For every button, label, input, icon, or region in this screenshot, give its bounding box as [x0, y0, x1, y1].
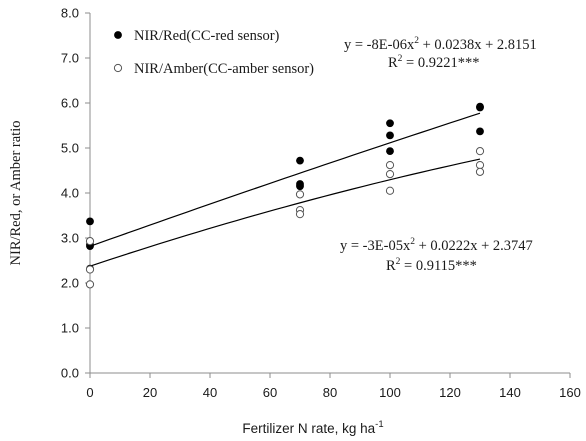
r2-nir-amber: R2 = 0.9115***	[386, 257, 477, 274]
point-nir-amber	[85, 280, 95, 289]
y-tick-label: 8.0	[61, 6, 79, 21]
equation-nir-amber-exp: 2	[410, 237, 415, 247]
r2-nir-amber-rest: = 0.9115***	[400, 258, 477, 274]
x-axis-title-main: Fertilizer N rate, kg ha	[242, 421, 375, 436]
point-nir-amber	[385, 186, 395, 195]
x-tick-label: 40	[203, 385, 217, 400]
trendline-nir-amber	[89, 158, 481, 267]
point-nir-amber	[295, 190, 305, 199]
r2-nir-red-main: R	[388, 55, 398, 71]
point-nir-red	[86, 217, 94, 226]
point-nir-amber	[385, 170, 395, 179]
x-tick-label: 20	[143, 385, 157, 400]
y-tick-label: 0.0	[61, 366, 79, 381]
r2-nir-amber-exp: 2	[396, 257, 401, 267]
x-axis-title: Fertilizer N rate, kg ha-1	[242, 419, 383, 436]
point-nir-red	[386, 131, 394, 140]
x-tick-label: 100	[379, 385, 401, 400]
point-nir-red	[386, 119, 394, 128]
legend: NIR/Red(CC-red sensor) NIR/Amber(CC-ambe…	[113, 28, 314, 77]
x-tick-label: 140	[499, 385, 521, 400]
equation-nir-amber-main: y = -3E-05x	[340, 238, 411, 254]
trendline-nir-red	[89, 112, 481, 247]
y-tick-label: 6.0	[61, 96, 79, 111]
point-nir-red	[476, 127, 484, 136]
point-nir-amber	[295, 210, 305, 219]
point-nir-red	[386, 147, 394, 156]
x-axis-ticks: 0 20 40 60 80 100 120 140 160	[86, 373, 581, 400]
legend-label-nir-red: NIR/Red(CC-red sensor)	[134, 28, 280, 44]
r2-nir-red: R2 = 0.9221***	[388, 54, 479, 71]
point-nir-amber	[85, 237, 95, 246]
y-tick-label: 1.0	[61, 321, 79, 336]
y-tick-label: 7.0	[61, 51, 79, 66]
x-tick-label: 120	[439, 385, 461, 400]
equation-nir-amber: y = -3E-05x2 + 0.0222x + 2.3747	[340, 237, 533, 254]
y-tick-label: 4.0	[61, 186, 79, 201]
x-axis-title-superscript: -1	[375, 419, 383, 430]
point-nir-red	[476, 102, 484, 111]
equation-nir-red-rest: + 0.0238x + 2.8151	[419, 37, 537, 53]
point-nir-amber	[475, 147, 485, 156]
x-tick-label: 60	[263, 385, 277, 400]
r2-nir-red-rest: = 0.9221***	[402, 55, 479, 71]
y-tick-label: 2.0	[61, 276, 79, 291]
r2-nir-red-exp: 2	[398, 54, 403, 64]
equation-nir-amber-rest: + 0.0222x + 2.3747	[415, 238, 533, 254]
x-tick-label: 80	[323, 385, 337, 400]
point-nir-red	[296, 156, 304, 165]
r2-nir-amber-main: R	[386, 258, 396, 274]
legend-marker-open-circle	[113, 63, 123, 73]
point-nir-amber	[385, 161, 395, 170]
equation-nir-red-main: y = -8E-06x	[344, 37, 415, 53]
equation-nir-red: y = -8E-06x2 + 0.0238x + 2.8151	[344, 36, 537, 53]
legend-marker-filled-circle	[114, 31, 122, 39]
x-tick-label: 160	[559, 385, 581, 400]
x-tick-label: 0	[86, 385, 93, 400]
y-tick-label: 5.0	[61, 141, 79, 156]
point-nir-amber	[475, 161, 485, 170]
y-tick-label: 3.0	[61, 231, 79, 246]
legend-label-nir-amber: NIR/Amber(CC-amber sensor)	[134, 61, 314, 77]
y-axis-ticks: 0.0 1.0 2.0 3.0 4.0 5.0 6.0 7.0 8.0	[61, 6, 90, 381]
point-nir-amber	[85, 265, 95, 274]
y-axis-title: NIR/Red, or Amber ratio	[8, 121, 24, 266]
trendlines	[89, 112, 481, 267]
equation-nir-red-exp: 2	[414, 36, 419, 46]
point-nir-red	[296, 182, 304, 191]
point-nir-amber	[475, 167, 485, 176]
data-points	[85, 102, 485, 289]
